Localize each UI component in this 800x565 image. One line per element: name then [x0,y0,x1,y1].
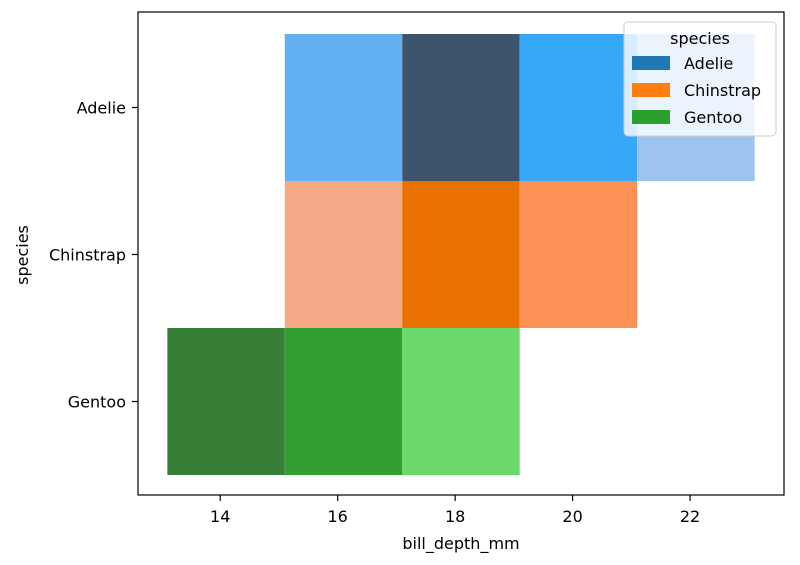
legend: species Adelie Chinstrap Gentoo [623,21,777,137]
x-tick-label: 18 [445,507,465,526]
legend-swatch [632,110,670,124]
x-tick-label: 16 [327,507,347,526]
x-tick-label: 14 [210,507,230,526]
heatmap-cell [519,34,638,181]
heatmap-cell [284,328,403,475]
heatmap-cell [167,328,285,475]
x-axis-label: bill_depth_mm [402,534,519,554]
y-tick-label: Chinstrap [49,246,126,265]
heatmap-cell [402,181,520,328]
legend-title: species [670,29,730,48]
x-axis: 14 16 18 20 22 [210,495,700,526]
plot-frame [137,11,785,496]
x-tick-label: 20 [562,507,582,526]
legend-label: Gentoo [684,108,742,127]
legend-swatch [632,83,670,97]
y-tick-label: Gentoo [68,393,126,412]
y-axis: Adelie Chinstrap Gentoo [49,99,138,412]
y-axis-label: species [13,225,32,285]
heatmap-cell [402,34,520,181]
heatmap-cell [519,181,638,328]
heatmap-cell [284,34,403,181]
legend-label: Adelie [684,54,733,73]
x-tick-label: 22 [680,507,700,526]
legend-label: Chinstrap [684,81,761,100]
heatmap-cell [284,181,403,328]
legend-box [623,21,777,137]
legend-swatch [632,56,670,70]
y-tick-label: Adelie [77,99,126,118]
heatmap-cell [402,328,520,475]
